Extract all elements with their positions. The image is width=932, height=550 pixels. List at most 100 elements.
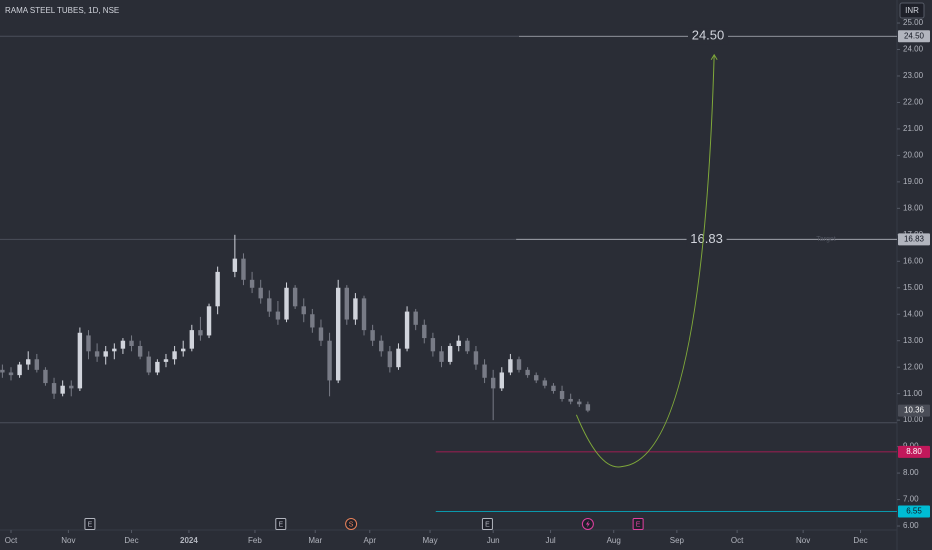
x-tick-label: Apr xyxy=(364,536,377,545)
level-label: 16.83 xyxy=(690,231,723,246)
level-label-bg xyxy=(688,28,729,45)
x-tick-label: Oct xyxy=(5,536,18,545)
candle-body xyxy=(17,364,22,376)
candle-body xyxy=(335,287,341,381)
chart-title: RAMA STEEL TUBES, 1D, NSE xyxy=(5,6,119,15)
event-label: S xyxy=(349,521,354,528)
candle-body xyxy=(163,359,169,362)
candle-body xyxy=(327,340,332,381)
candle-body xyxy=(585,404,591,411)
candle-body xyxy=(318,327,324,341)
candle-body xyxy=(439,351,444,362)
candle-body xyxy=(422,324,427,339)
candle-body xyxy=(379,340,384,352)
event-box xyxy=(275,518,287,530)
event-box xyxy=(632,518,644,530)
candle-body xyxy=(542,380,548,386)
x-tick-label: Sep xyxy=(670,536,685,545)
y-tick-label: 14.00 xyxy=(903,309,924,318)
candle-body xyxy=(577,401,582,405)
price-badge xyxy=(898,30,930,43)
candle-body xyxy=(0,369,5,373)
candle-body xyxy=(137,346,143,357)
x-tick-label: Jul xyxy=(545,536,555,545)
price-badge-label: 8.80 xyxy=(906,447,922,456)
candle-body xyxy=(189,330,195,349)
x-tick-label: Feb xyxy=(248,536,262,545)
y-tick-label: 22.00 xyxy=(903,98,924,107)
y-tick-label: 10.00 xyxy=(903,415,924,424)
candle-body xyxy=(103,351,108,357)
candle-body xyxy=(568,398,573,402)
candle-body xyxy=(43,369,48,384)
candle-body xyxy=(396,348,401,368)
candle-body xyxy=(284,287,289,320)
candle-body xyxy=(551,385,556,392)
candle-body xyxy=(344,287,349,320)
candle-body xyxy=(456,340,461,347)
candle-body xyxy=(275,311,281,320)
event-marker[interactable]: S xyxy=(345,518,358,530)
candle-body xyxy=(473,351,479,365)
currency-badge[interactable] xyxy=(899,2,925,19)
candle-body xyxy=(94,351,100,357)
candle-body xyxy=(77,332,83,389)
candle-body xyxy=(387,351,393,368)
y-tick-label: 19.00 xyxy=(903,177,924,186)
level-label-bg xyxy=(686,231,727,248)
price-badge xyxy=(898,505,930,518)
x-tick-label: Aug xyxy=(607,536,621,545)
y-tick-label: 15.00 xyxy=(903,283,924,292)
event-marker[interactable]: E xyxy=(84,518,96,530)
y-tick-label: 20.00 xyxy=(903,151,924,160)
candle-body xyxy=(258,287,263,299)
x-tick-label: Oct xyxy=(731,536,744,545)
x-tick-label: Dec xyxy=(124,536,138,545)
event-marker[interactable]: E xyxy=(275,518,287,530)
currency[interactable]: INR xyxy=(905,6,919,15)
candle-body xyxy=(129,340,134,347)
price-badge xyxy=(898,445,930,458)
candle-body xyxy=(353,298,358,320)
event-marker[interactable]: E xyxy=(481,518,493,530)
y-tick-label: 6.00 xyxy=(903,521,919,530)
event-label: E xyxy=(88,521,93,528)
event-icon xyxy=(585,520,590,528)
candle-body xyxy=(404,311,410,349)
candle-body xyxy=(206,306,212,336)
price-badge xyxy=(898,233,930,246)
event-box xyxy=(481,518,493,530)
y-tick-label: 24.00 xyxy=(903,45,924,54)
candle-body xyxy=(26,359,31,365)
x-tick-label: May xyxy=(422,536,437,545)
level-note: Target xyxy=(816,236,836,243)
projection-curve xyxy=(575,54,715,468)
y-tick-label: 8.00 xyxy=(903,468,919,477)
candle-body xyxy=(447,346,453,362)
candle-body xyxy=(534,375,539,381)
candle-body xyxy=(69,385,74,389)
x-tick-label: Jun xyxy=(487,536,500,545)
event-marker[interactable] xyxy=(581,518,594,530)
candle-body xyxy=(51,383,57,394)
candle-body xyxy=(301,306,306,315)
candle-body xyxy=(86,335,91,352)
y-tick-label: 18.00 xyxy=(903,203,924,212)
candle-body xyxy=(241,258,246,280)
price-badge-label: 24.50 xyxy=(904,31,925,40)
projection-arrow xyxy=(710,53,718,61)
candle-body xyxy=(430,338,436,352)
y-tick-label: 21.00 xyxy=(903,124,924,133)
candle-body xyxy=(490,377,496,389)
event-marker[interactable]: E xyxy=(632,518,644,530)
candle-body xyxy=(232,258,238,272)
candle-body xyxy=(559,391,565,399)
y-tick-label: 23.00 xyxy=(903,71,924,80)
candle-body xyxy=(482,364,487,378)
x-tick-label: 2024 xyxy=(180,536,198,545)
candle-body xyxy=(249,279,255,288)
last-price-badge xyxy=(898,404,930,417)
